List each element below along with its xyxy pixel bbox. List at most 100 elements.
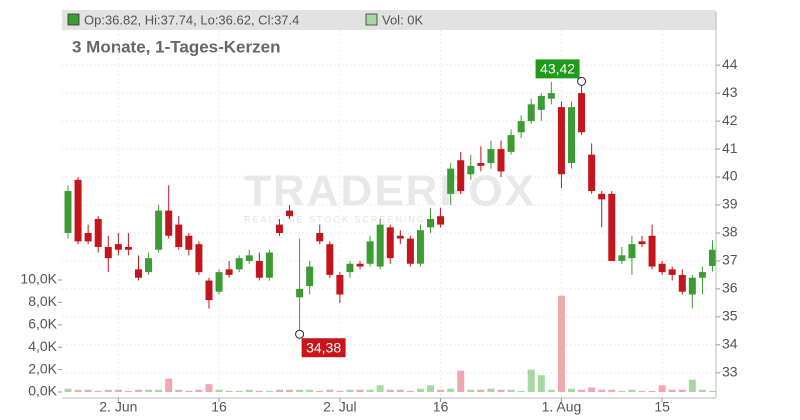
candle-body xyxy=(487,149,495,164)
y2-tick-label: 8,0K xyxy=(28,293,57,309)
volume-bar xyxy=(588,387,596,392)
volume-bar xyxy=(618,390,626,392)
volume-bar xyxy=(114,389,122,392)
volume-bar xyxy=(175,389,183,392)
annotation-label: 34,38 xyxy=(306,339,341,355)
candle-body xyxy=(215,272,223,292)
candle-body xyxy=(124,246,132,250)
plot-area xyxy=(62,10,716,398)
candle-body xyxy=(467,165,475,175)
candle-body xyxy=(688,277,696,295)
y-tick-label: 34 xyxy=(722,336,738,352)
volume-bar xyxy=(376,385,384,392)
volume-bar xyxy=(326,389,334,392)
y2-tick-label: 2,0K xyxy=(28,360,57,376)
candle-body xyxy=(628,244,636,259)
volume-bar xyxy=(165,378,173,392)
candle-body xyxy=(588,154,596,192)
candle-body xyxy=(447,168,455,194)
watermark: TRADERFOX xyxy=(244,167,536,216)
volume-bar xyxy=(457,370,465,392)
y-tick-label: 44 xyxy=(722,56,738,72)
y-tick-label: 42 xyxy=(722,112,738,128)
legend-swatch xyxy=(67,13,80,26)
y-tick-label: 38 xyxy=(722,224,738,240)
candle-body xyxy=(265,252,273,278)
volume-bar xyxy=(124,390,132,392)
candle-body xyxy=(578,93,586,133)
candle-body xyxy=(427,218,435,228)
volume-bar xyxy=(346,389,354,392)
candle-body xyxy=(517,121,525,133)
candle-body xyxy=(205,280,213,301)
candle-body xyxy=(94,218,102,247)
candle-body xyxy=(104,246,112,259)
volume-bar xyxy=(668,389,676,392)
candle-body xyxy=(507,135,515,152)
y-tick-label: 36 xyxy=(722,280,738,296)
candle-body xyxy=(165,210,173,236)
candle-body xyxy=(245,255,253,261)
legend-swatch xyxy=(365,13,378,26)
volume-bar xyxy=(477,389,485,392)
volume-bar xyxy=(386,389,394,392)
candle-body xyxy=(366,241,374,264)
subtitle: 3 Monate, 1-Tages-Kerzen xyxy=(72,37,280,56)
candle-body xyxy=(336,274,344,295)
candle-body xyxy=(638,241,646,245)
candle-body xyxy=(74,179,82,242)
volume-bar xyxy=(688,379,696,392)
candle-body xyxy=(175,224,183,247)
volume-bar xyxy=(517,390,525,392)
candle-body xyxy=(547,93,555,99)
annotation-box xyxy=(301,338,346,358)
candle-body xyxy=(708,249,716,266)
volume-bar xyxy=(698,389,706,392)
volume-bar xyxy=(547,389,555,392)
volume-bar xyxy=(427,385,435,392)
annotation-marker xyxy=(295,329,305,339)
volume-bar xyxy=(185,390,193,392)
candle-body xyxy=(477,163,485,166)
x-tick-label: 15 xyxy=(654,399,670,415)
volume-bar xyxy=(215,389,223,392)
volume-bar xyxy=(235,390,243,392)
annotation-box xyxy=(535,59,580,79)
x-tick-label: 1. Aug xyxy=(542,399,582,415)
y-tick-label: 35 xyxy=(722,308,738,324)
y2-tick-label: 4,0K xyxy=(28,338,57,354)
candle-body xyxy=(185,235,193,250)
volume-bar xyxy=(195,389,203,392)
candle-body xyxy=(286,210,294,217)
candle-body xyxy=(155,210,163,250)
y-tick-label: 40 xyxy=(722,168,738,184)
candle-body xyxy=(568,107,575,164)
volume-bar xyxy=(366,389,374,392)
volume-bar xyxy=(416,388,424,392)
candle-body xyxy=(64,191,72,233)
x-tick-label: 16 xyxy=(211,399,227,415)
legend-bar xyxy=(62,10,716,30)
volume-bar xyxy=(467,389,475,392)
y2-tick-label: 0,0K xyxy=(28,383,57,399)
candle-body xyxy=(618,255,626,261)
candle-body xyxy=(346,263,354,273)
volume-bar xyxy=(598,389,606,392)
volume-bar xyxy=(145,389,153,392)
volume-bar xyxy=(205,384,213,392)
volume-bar xyxy=(678,389,686,392)
volume-bar xyxy=(487,388,495,392)
volume-bar xyxy=(74,389,82,392)
x-tick-label: 2. Jun xyxy=(99,399,137,415)
volume-bar xyxy=(537,375,545,392)
volume-bar xyxy=(265,390,273,392)
volume-bar xyxy=(104,389,112,392)
volume-bar xyxy=(245,389,253,392)
y-tick-label: 39 xyxy=(722,196,738,212)
candle-body xyxy=(316,232,324,242)
candle-body xyxy=(537,95,545,110)
candle-body xyxy=(557,107,565,175)
y-tick-label: 43 xyxy=(722,84,738,100)
candle-body xyxy=(457,160,465,192)
